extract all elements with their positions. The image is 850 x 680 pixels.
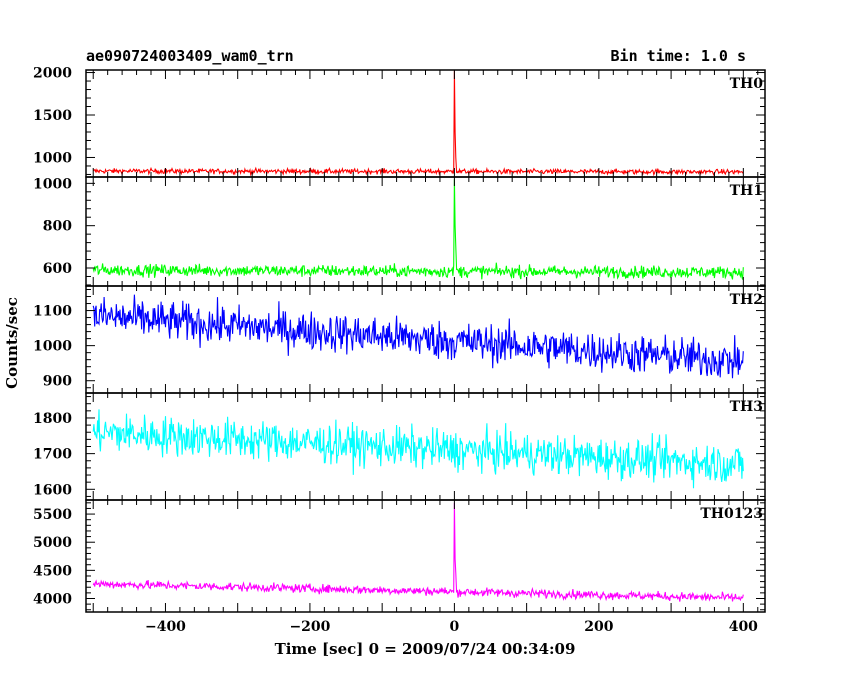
panel-name-th0: TH0 [730, 76, 764, 92]
y-tick-label: 1000 [33, 176, 72, 192]
panel-name-th0123: TH0123 [700, 506, 763, 522]
x-tick-label: 0 [450, 619, 460, 635]
panel-th0: 1000 1500 2000 TH0 [33, 66, 766, 178]
panel-frame [85, 392, 766, 501]
x-tick-label: −400 [145, 619, 186, 635]
x-axis-label: Time [sec] 0 = 2009/07/24 00:34:09 [275, 640, 576, 658]
y-tick-label: 900 [43, 374, 72, 390]
x-tick-labels: −400 −200 0 200 400 [145, 619, 758, 635]
series-line-th2 [92, 294, 744, 379]
panel-frame [85, 69, 766, 178]
y-axis-label: Counts/sec [3, 297, 21, 389]
y-tick-label: 1100 [33, 304, 72, 320]
panel-th0123: 4000 4500 5000 5500 TH0123 [33, 499, 766, 613]
chart-title: ae090724003409_wam0_trn [86, 47, 294, 65]
series-line-th3 [92, 409, 744, 489]
y-tick-label: 2000 [33, 66, 72, 82]
panel-name-th1: TH1 [730, 183, 763, 199]
y-tick-label: 1800 [33, 411, 72, 427]
series-line-th0 [92, 70, 744, 177]
y-tick-label: 1000 [33, 339, 72, 355]
x-tick-label: −200 [289, 619, 330, 635]
y-tick-label: 600 [43, 261, 72, 277]
y-tick-label: 1000 [33, 150, 72, 166]
y-tick-label: 5500 [33, 507, 72, 523]
y-tick-label: 1500 [33, 108, 72, 124]
bin-time-label: Bin time: 1.0 s [611, 47, 746, 65]
x-tick-label: 400 [729, 619, 758, 635]
y-tick-label: 5000 [33, 535, 72, 551]
panel-name-th3: TH3 [730, 399, 763, 415]
y-tick-label: 1700 [33, 447, 72, 463]
series-line-th1 [92, 179, 744, 280]
panel-name-th2: TH2 [730, 292, 763, 308]
y-tick-label: 1600 [33, 482, 72, 498]
y-tick-label: 4000 [33, 591, 72, 607]
series-line-th0123 [92, 502, 744, 602]
panel-th1: 600 800 1000 TH1 [33, 176, 766, 287]
y-tick-label: 4500 [33, 563, 72, 579]
panels-group: 1000 1500 2000 TH0 600 800 1000 TH1 900 1000 1100 T… [33, 66, 766, 613]
panel-th2: 900 1000 1100 TH2 [33, 285, 766, 394]
y-tick-label: 800 [43, 219, 72, 235]
x-tick-label: 200 [584, 619, 613, 635]
panel-frame [85, 176, 766, 287]
panel-th3: 1600 1700 1800 TH3 [33, 392, 766, 501]
panel-frame [85, 285, 766, 394]
